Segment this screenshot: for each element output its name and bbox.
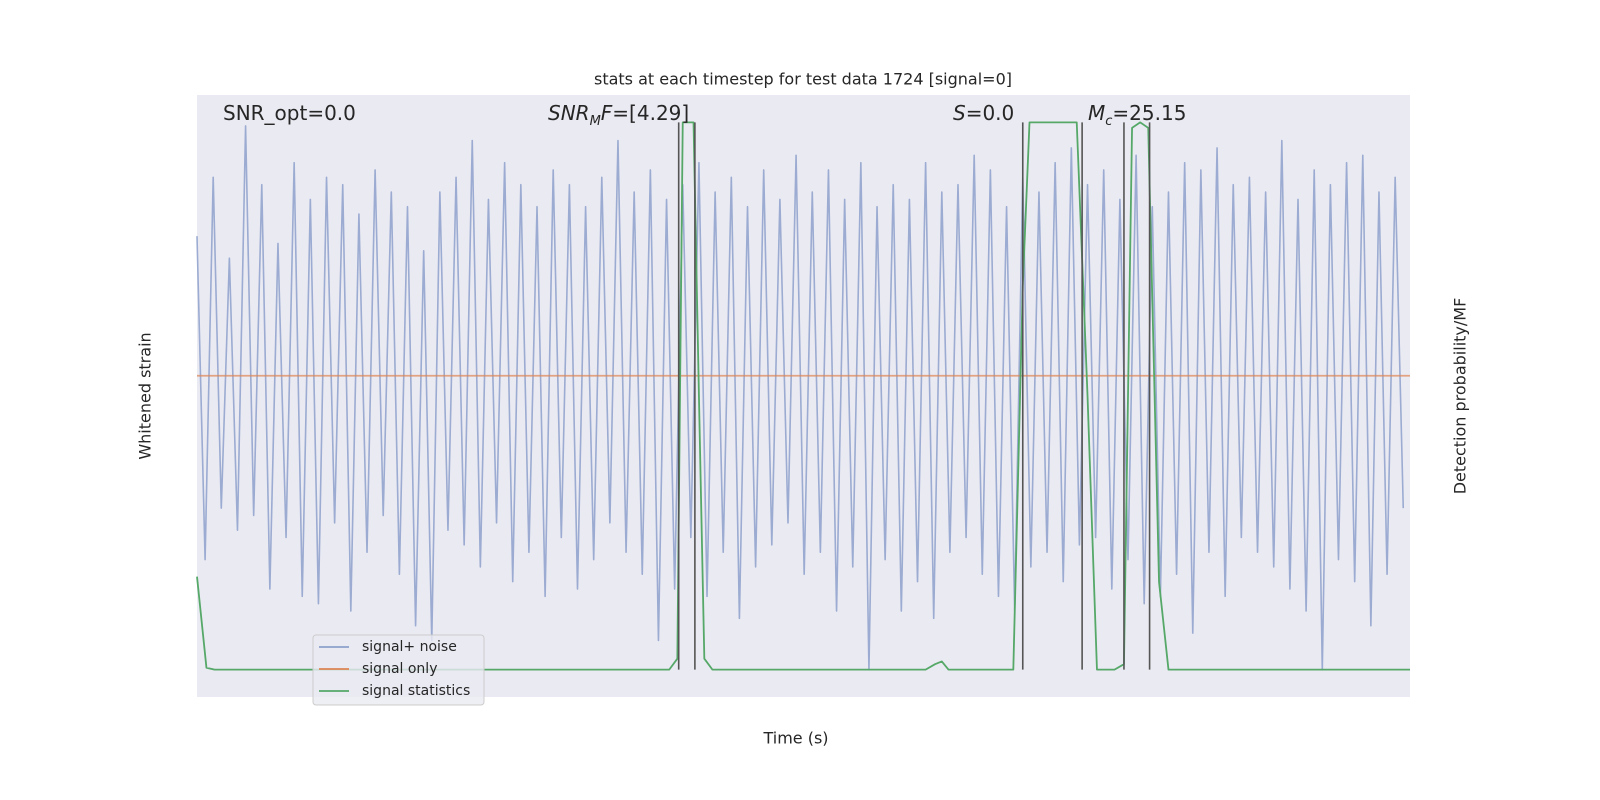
chart-title: stats at each timestep for test data 172… bbox=[594, 70, 1012, 89]
legend-box bbox=[312, 634, 485, 706]
annotation-part: c bbox=[1105, 114, 1112, 129]
annotation: S=0.0 bbox=[953, 101, 1014, 125]
legend-label: signal+ noise bbox=[362, 639, 457, 655]
annotation: Mc=25.15 bbox=[1088, 101, 1186, 130]
plot-background bbox=[197, 95, 1410, 697]
annotation: SNR_opt=0.0 bbox=[223, 101, 356, 125]
annotation-part: =25.15 bbox=[1112, 101, 1186, 125]
annotation-part: =0.0 bbox=[966, 101, 1015, 125]
annotation: SNRMF=[4.29] bbox=[548, 101, 689, 130]
legend-label: signal only bbox=[362, 661, 437, 677]
annotation-part: SNR_opt=0.0 bbox=[223, 101, 356, 125]
annotation-part: F bbox=[601, 101, 613, 125]
marks bbox=[196, 121, 1410, 671]
axes: SNR_opt=0.0 SNRMF=[4.29] S=0.0 Mc=25.15 bbox=[223, 101, 1186, 130]
y2-axis-label: Detection probability/MF bbox=[1451, 298, 1470, 495]
legend-label: signal statistics bbox=[362, 683, 470, 699]
y-axis-label: Whitened strain bbox=[136, 332, 155, 459]
annotation-part: M bbox=[590, 114, 601, 129]
series-line bbox=[196, 121, 1410, 671]
x-axis-label: Time (s) bbox=[762, 729, 828, 748]
legend: signal+ noise signal only signal statistic… bbox=[312, 634, 485, 706]
annotation-part: S bbox=[953, 101, 966, 125]
annotation-part: =[4.29] bbox=[612, 101, 689, 125]
annotation-part: SNR bbox=[548, 101, 590, 125]
series-line bbox=[196, 125, 1405, 671]
annotation-part: M bbox=[1088, 101, 1105, 125]
